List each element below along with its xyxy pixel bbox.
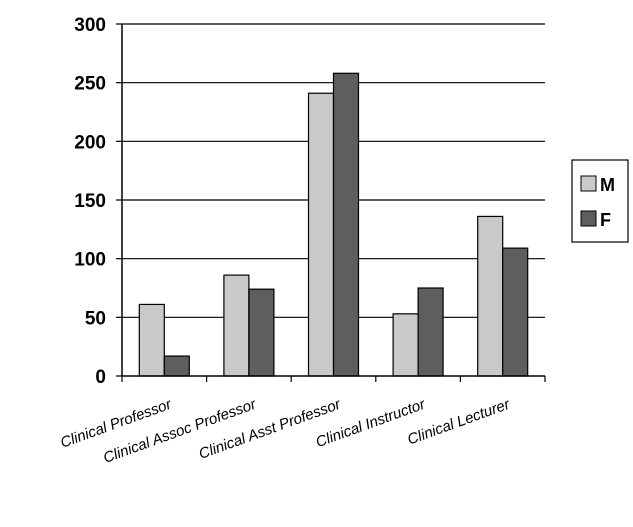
bar-m	[223, 274, 250, 377]
bar-f	[248, 288, 275, 377]
category-label: Clinical Asst Professor	[197, 395, 344, 462]
y-tick-label: 300	[74, 15, 106, 36]
bar-f	[163, 355, 190, 377]
bar-m	[307, 92, 335, 377]
category-label: Clinical Assoc Professor	[101, 395, 259, 466]
bar-m	[138, 303, 165, 377]
bars	[138, 72, 529, 377]
bar-m	[392, 313, 419, 377]
legend-label-m: M	[600, 175, 615, 195]
bar-f	[417, 287, 444, 377]
legend-box	[571, 159, 629, 243]
y-tick-label: 250	[74, 74, 106, 95]
y-tick-label: 150	[74, 191, 106, 212]
legend-swatch-f	[580, 210, 597, 227]
legend: M F	[571, 159, 629, 243]
y-tick-label: 50	[85, 308, 106, 329]
bar-m	[477, 215, 504, 377]
legend-label-f: F	[600, 210, 611, 230]
y-tick-label: 100	[74, 250, 106, 271]
y-tick-labels: 0 50 100 150 200 250 300	[74, 15, 106, 388]
legend-swatch-m	[580, 175, 597, 192]
y-tick-label: 0	[95, 367, 106, 388]
bar-f	[502, 247, 529, 377]
axes	[121, 24, 546, 382]
bar-f	[332, 72, 360, 377]
y-tick-label: 200	[74, 132, 106, 153]
